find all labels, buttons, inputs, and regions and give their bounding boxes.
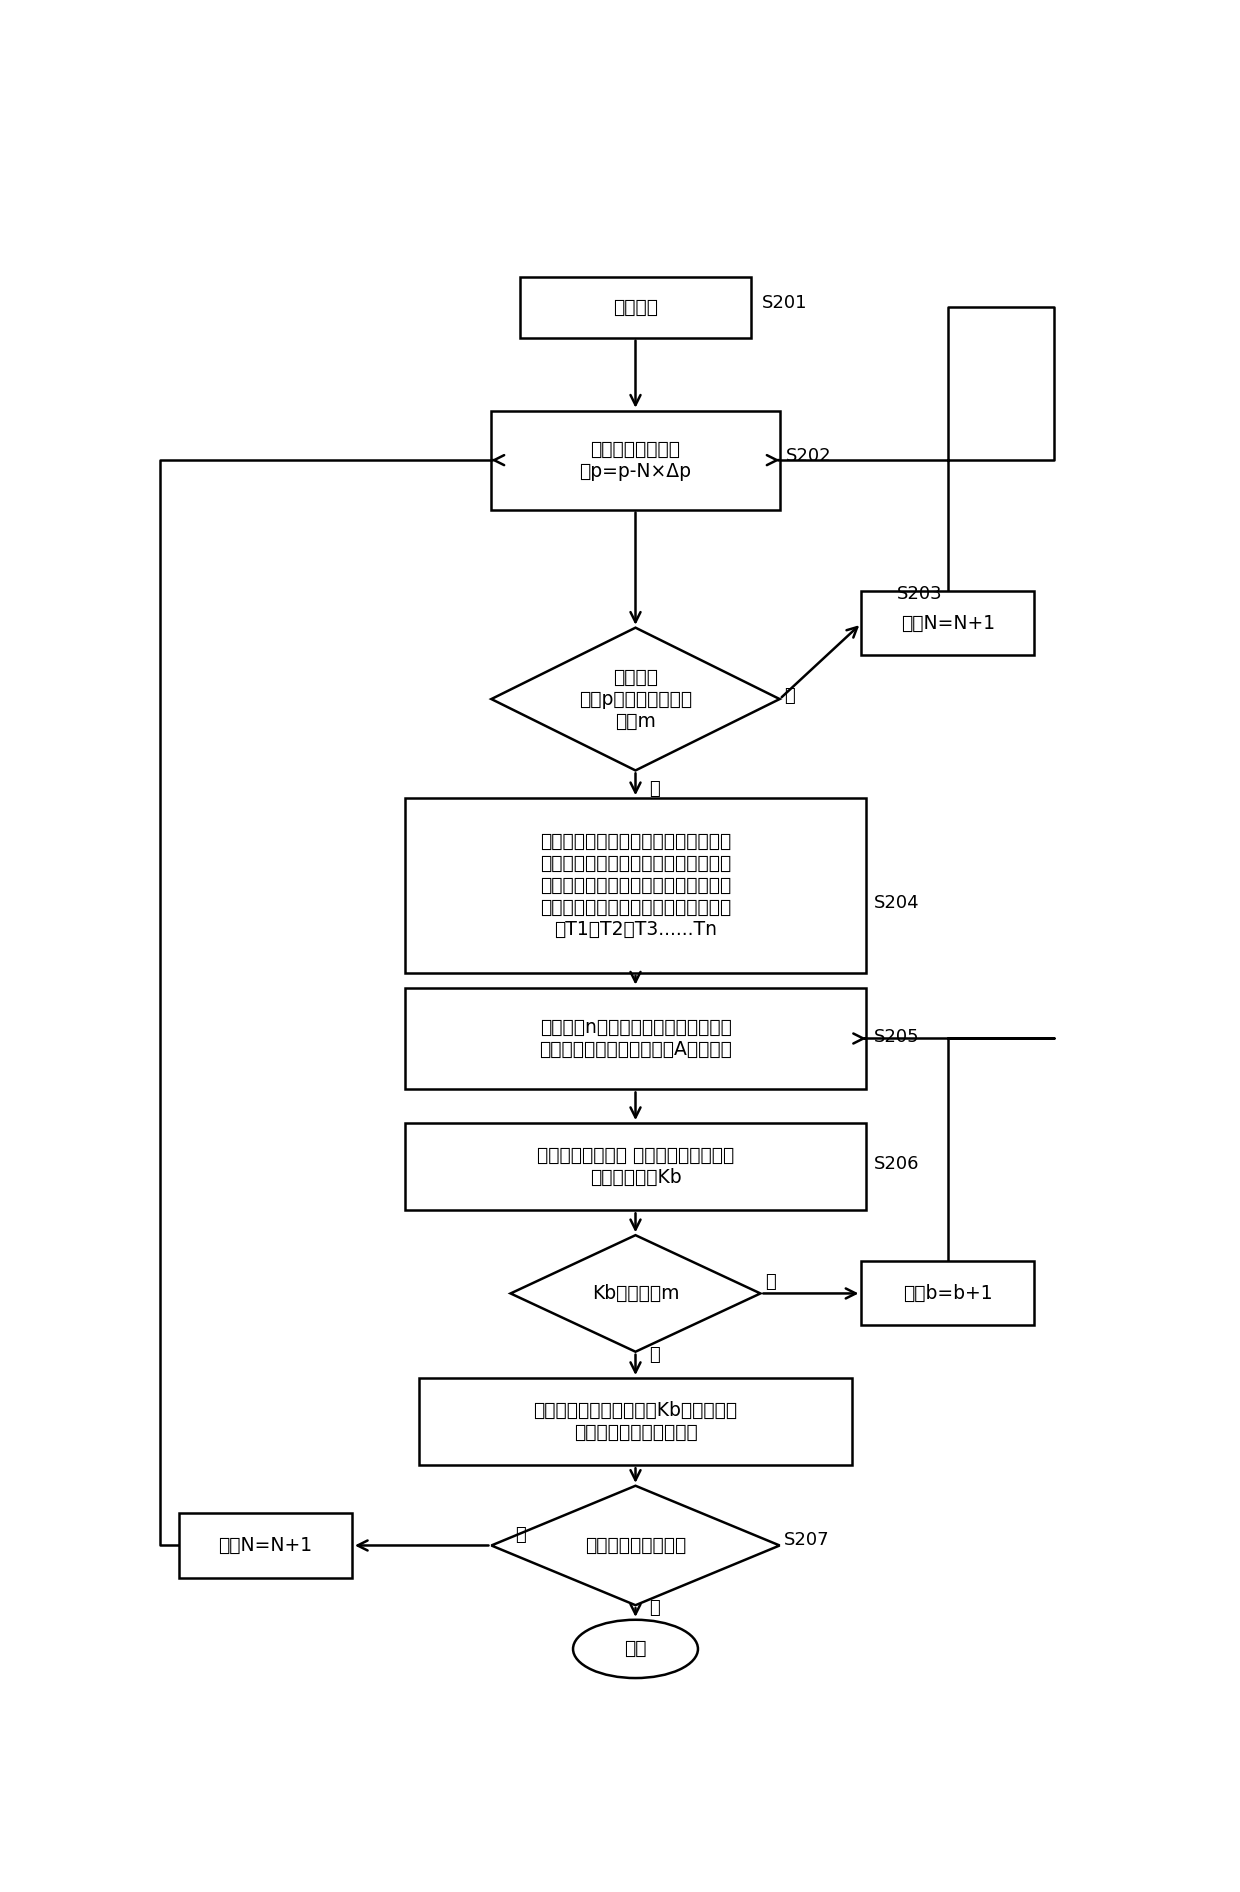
Text: 在射频信号组中筛选出信号强度大于信
号强度阈值的射频信号，提取其频点和
时间即为跳频频点和跳频时间，将跳频
时间按照从小到大依次排列，分别记为
：T1、T2、T: 在射频信号组中筛选出信号强度大于信 号强度阈值的射频信号，提取其频点和 时间即为… — [539, 832, 732, 938]
Text: 信号强度
大于p的频点个数是否
小于m: 信号强度 大于p的频点个数是否 小于m — [579, 668, 692, 730]
Text: 否: 否 — [650, 780, 660, 798]
FancyBboxPatch shape — [404, 798, 866, 972]
Text: S206: S206 — [874, 1154, 919, 1173]
Ellipse shape — [573, 1620, 698, 1678]
Text: 是: 是 — [650, 1599, 660, 1618]
FancyBboxPatch shape — [521, 276, 751, 339]
FancyBboxPatch shape — [862, 1262, 1034, 1326]
Text: S202: S202 — [785, 447, 831, 465]
FancyBboxPatch shape — [491, 411, 780, 509]
FancyBboxPatch shape — [404, 988, 866, 1090]
FancyBboxPatch shape — [419, 1377, 852, 1464]
Polygon shape — [491, 1485, 780, 1604]
Text: 设定信号强度阈值
为p=p-N×Δp: 设定信号强度阈值 为p=p-N×Δp — [579, 439, 692, 481]
Text: 设定射频信号组为除上述Kb个频点以外
的频点组成的射频信号组: 设定射频信号组为除上述Kb个频点以外 的频点组成的射频信号组 — [533, 1402, 738, 1442]
FancyBboxPatch shape — [862, 592, 1034, 655]
Text: 设定N=N+1: 设定N=N+1 — [900, 613, 994, 632]
Text: 是: 是 — [650, 1345, 660, 1364]
Text: 分别计算n个跳频时间与其中一个跳频
时间的差值是否为跳频周期A的整数倍: 分别计算n个跳频时间与其中一个跳频 时间的差值是否为跳频周期A的整数倍 — [539, 1018, 732, 1060]
FancyBboxPatch shape — [404, 1124, 866, 1211]
Text: 结束: 结束 — [624, 1638, 647, 1659]
FancyBboxPatch shape — [179, 1514, 352, 1578]
Text: Kb是否等于m: Kb是否等于m — [591, 1285, 680, 1304]
Text: 设定N=N+1: 设定N=N+1 — [218, 1536, 312, 1555]
Text: 否: 否 — [765, 1273, 775, 1290]
Polygon shape — [491, 628, 780, 770]
Text: S205: S205 — [874, 1027, 919, 1046]
Text: 是: 是 — [784, 687, 795, 706]
Text: 分别判断计算结果 是否为整数，并且记
录整数的个数Kb: 分别判断计算结果 是否为整数，并且记 录整数的个数Kb — [537, 1147, 734, 1186]
Text: S203: S203 — [897, 585, 942, 604]
Text: 参数设定: 参数设定 — [613, 297, 658, 316]
Text: S204: S204 — [874, 895, 919, 912]
Text: 射频信号组是否为空: 射频信号组是否为空 — [585, 1536, 686, 1555]
Text: 设定b=b+1: 设定b=b+1 — [903, 1285, 993, 1304]
Polygon shape — [511, 1235, 760, 1351]
Text: S201: S201 — [763, 293, 807, 312]
Text: 否: 否 — [515, 1527, 526, 1544]
Text: S207: S207 — [784, 1531, 830, 1550]
